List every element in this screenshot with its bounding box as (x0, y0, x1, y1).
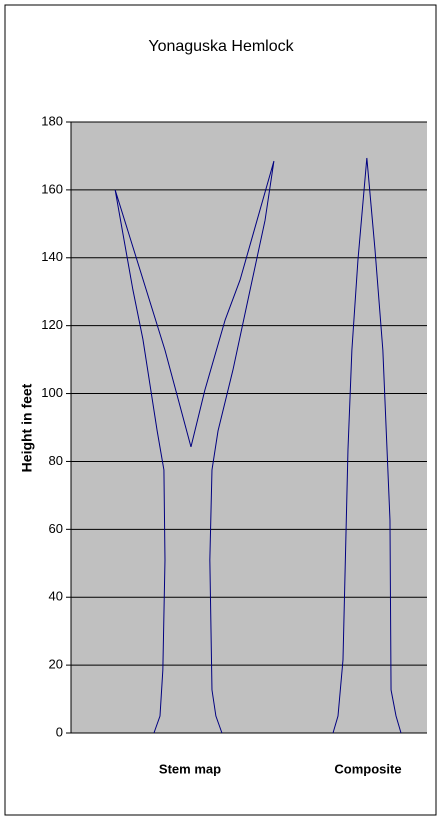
y-tick-label: 0 (56, 724, 63, 739)
plot-area (71, 122, 427, 733)
y-tick-label: 100 (41, 385, 63, 400)
y-tick-label: 20 (49, 657, 63, 672)
series-line (114, 160, 275, 734)
y-tick-label: 160 (41, 181, 63, 196)
y-axis-label: Height in feet (19, 383, 35, 472)
y-tick-label: 80 (49, 453, 63, 468)
chart-title: Yonaguska Hemlock (148, 38, 294, 55)
y-tick-label: 180 (41, 113, 63, 128)
series-line (332, 157, 402, 734)
y-tick-label: 60 (49, 521, 63, 536)
y-tick-label: 40 (49, 589, 63, 604)
y-tick-label: 120 (41, 317, 63, 332)
x-group-label: Stem map (159, 761, 221, 776)
y-tick-label: 140 (41, 249, 63, 264)
x-group-label: Composite (334, 761, 401, 776)
